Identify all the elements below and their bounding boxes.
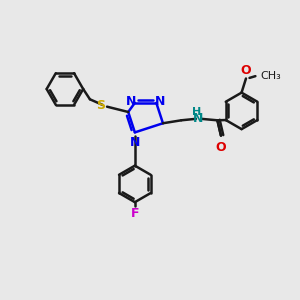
Text: F: F [130, 207, 139, 220]
Text: H: H [192, 107, 201, 117]
Text: N: N [155, 95, 165, 108]
Text: S: S [96, 99, 105, 112]
Text: N: N [130, 136, 140, 149]
Text: CH₃: CH₃ [261, 71, 281, 81]
Text: O: O [216, 141, 226, 154]
Text: O: O [241, 64, 251, 77]
Text: N: N [126, 95, 136, 108]
Text: N: N [193, 112, 203, 125]
